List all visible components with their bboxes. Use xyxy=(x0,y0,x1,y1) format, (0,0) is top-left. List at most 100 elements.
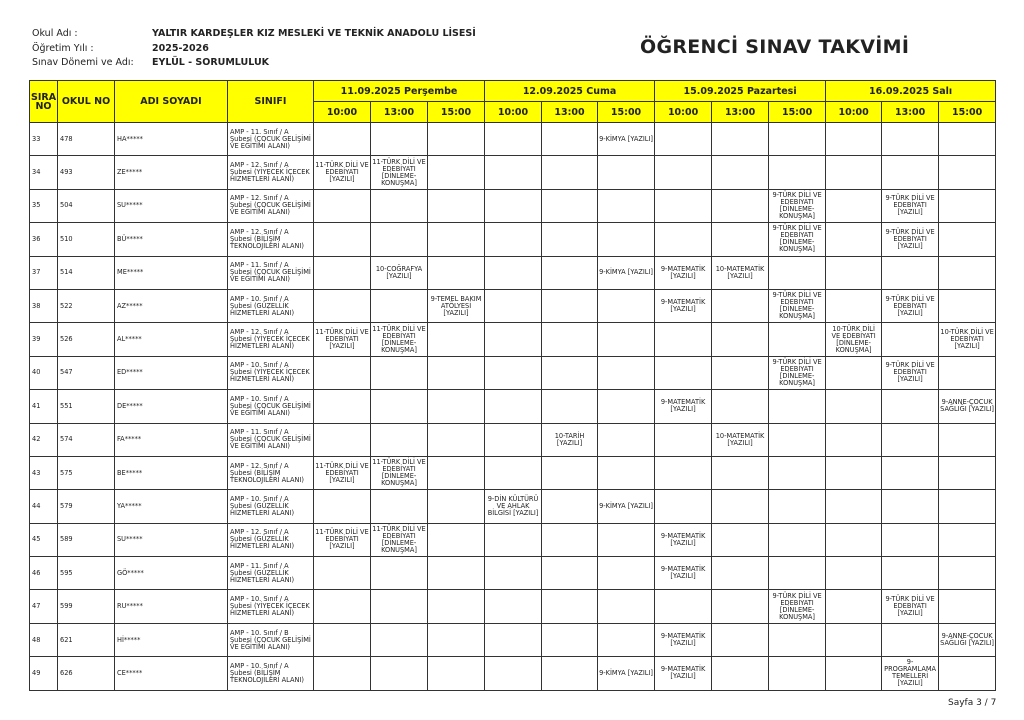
exam-cell: 9-KİMYA [YAZILI] xyxy=(597,656,656,691)
empty-cell xyxy=(426,656,486,691)
empty-cell xyxy=(711,288,770,324)
empty-cell xyxy=(881,155,940,190)
empty-cell xyxy=(825,155,883,190)
exam-cell: 9-TÜRK DİLİ VE EDEBİYATI [YAZILI] xyxy=(881,222,940,257)
empty-cell xyxy=(597,355,656,391)
empty-cell xyxy=(768,155,827,190)
row-class: AMP - 11. Sınıf / A Şubesi (GÜZELLİK HİZ… xyxy=(227,556,314,591)
empty-cell xyxy=(541,656,599,691)
exam-cell: 10-TÜRK DİLİ VE EDEBİYATI [DİNLEME-KONUŞ… xyxy=(825,322,883,357)
empty-cell xyxy=(711,622,770,658)
empty-cell xyxy=(938,522,997,558)
empty-cell xyxy=(597,522,656,558)
empty-cell xyxy=(654,188,713,224)
row-okul-no: 575 xyxy=(57,455,115,491)
exam-cell: 9-MATEMATİK [YAZILI] xyxy=(654,288,713,324)
empty-cell xyxy=(768,422,827,457)
empty-cell xyxy=(370,188,428,224)
empty-cell xyxy=(711,222,770,257)
row-sira-no: 49 xyxy=(29,656,58,691)
row-class: AMP - 11. Sınıf / A Şubesi (ÇOCUK GELİŞİ… xyxy=(227,121,314,157)
empty-cell xyxy=(541,622,599,658)
empty-cell xyxy=(426,422,486,457)
row-student-name: ME***** xyxy=(114,255,228,290)
empty-cell xyxy=(484,422,543,457)
exam-cell: 11-TÜRK DİLİ VE EDEBİYATI [DİNLEME-KONUŞ… xyxy=(370,455,428,491)
empty-cell xyxy=(426,389,486,424)
row-okul-no: 547 xyxy=(57,355,115,391)
empty-cell xyxy=(426,255,486,290)
empty-cell xyxy=(541,455,599,491)
empty-cell xyxy=(313,422,371,457)
empty-cell xyxy=(825,288,883,324)
empty-cell xyxy=(825,455,883,491)
empty-cell xyxy=(825,556,883,591)
row-sira-no: 43 xyxy=(29,455,58,491)
empty-cell xyxy=(597,589,656,624)
row-student-name: RU***** xyxy=(114,589,228,624)
exam-cell: 9-MATEMATİK [YAZILI] xyxy=(654,255,713,290)
empty-cell xyxy=(484,121,543,157)
empty-cell xyxy=(825,589,883,624)
exam-cell: 9-PROGRAMLAMA TEMELLERİ [YAZILI] xyxy=(881,656,940,691)
empty-cell xyxy=(768,556,827,591)
exam-cell: 10-MATEMATİK [YAZILI] xyxy=(711,422,770,457)
row-class: AMP - 10. Sınıf / A Şubesi (BİLİŞİM TEKN… xyxy=(227,656,314,691)
empty-cell xyxy=(426,556,486,591)
empty-cell xyxy=(484,255,543,290)
row-student-name: ZE***** xyxy=(114,155,228,190)
row-okul-no: 510 xyxy=(57,222,115,257)
row-sira-no: 46 xyxy=(29,556,58,591)
empty-cell xyxy=(881,556,940,591)
exam-cell: 9-ANNE-ÇOCUK SAĞLIĞI [YAZILI] xyxy=(938,622,997,658)
empty-cell xyxy=(654,121,713,157)
exam-cell: 11-TÜRK DİLİ VE EDEBİYATI [DİNLEME-KONUŞ… xyxy=(370,322,428,357)
empty-cell xyxy=(711,155,770,190)
empty-cell xyxy=(768,322,827,357)
empty-cell xyxy=(938,188,997,224)
empty-cell xyxy=(313,656,371,691)
time-slot-header: 13:00 xyxy=(711,101,770,123)
empty-cell xyxy=(370,656,428,691)
row-student-name: AL***** xyxy=(114,322,228,357)
row-class: AMP - 12. Sınıf / A Şubesi (BİLİŞİM TEKN… xyxy=(227,222,314,257)
empty-cell xyxy=(426,355,486,391)
empty-cell xyxy=(711,589,770,624)
exam-cell: 10-MATEMATİK [YAZILI] xyxy=(711,255,770,290)
table-row: 36 510 BÜ***** AMP - 12. Sınıf / A Şubesi (… xyxy=(29,222,997,257)
exam-cell: 9-MATEMATİK [YAZILI] xyxy=(654,389,713,424)
row-sira-no: 34 xyxy=(29,155,58,190)
empty-cell xyxy=(881,389,940,424)
empty-cell xyxy=(370,288,428,324)
row-class: AMP - 12. Sınıf / A Şubesi (YİYECEK İÇEC… xyxy=(227,155,314,190)
empty-cell xyxy=(597,389,656,424)
empty-cell xyxy=(711,355,770,391)
empty-cell xyxy=(541,255,599,290)
row-okul-no: 574 xyxy=(57,422,115,457)
empty-cell xyxy=(938,589,997,624)
year-label: Öğretim Yılı : xyxy=(32,43,94,54)
exam-cell: 10-COĞRAFYA [YAZILI] xyxy=(370,255,428,290)
empty-cell xyxy=(881,455,940,491)
table-row: 43 575 BE***** AMP - 12. Sınıf / A Şubesi (… xyxy=(29,455,997,491)
empty-cell xyxy=(711,556,770,591)
empty-cell xyxy=(541,155,599,190)
empty-cell xyxy=(370,589,428,624)
table-row: 48 621 Hİ***** AMP - 10. Sınıf / B Şubesi (… xyxy=(29,622,997,658)
table-row: 41 551 DE***** AMP - 10. Sınıf / A Şubesi (… xyxy=(29,389,997,424)
row-okul-no: 626 xyxy=(57,656,115,691)
empty-cell xyxy=(938,455,997,491)
empty-cell xyxy=(825,656,883,691)
row-sira-no: 36 xyxy=(29,222,58,257)
row-sira-no: 35 xyxy=(29,188,58,224)
empty-cell xyxy=(825,121,883,157)
empty-cell xyxy=(541,522,599,558)
exam-cell: 9-TÜRK DİLİ VE EDEBİYATI [YAZILI] xyxy=(881,355,940,391)
empty-cell xyxy=(597,155,656,190)
time-slot-header: 10:00 xyxy=(484,101,543,123)
empty-cell xyxy=(484,522,543,558)
exam-schedule-table: SIRA NO OKUL NO ADI SOYADI SINIFI 11.09.… xyxy=(29,80,997,691)
row-sira-no: 39 xyxy=(29,322,58,357)
time-slot-header: 15:00 xyxy=(597,101,656,123)
row-student-name: SU***** xyxy=(114,188,228,224)
